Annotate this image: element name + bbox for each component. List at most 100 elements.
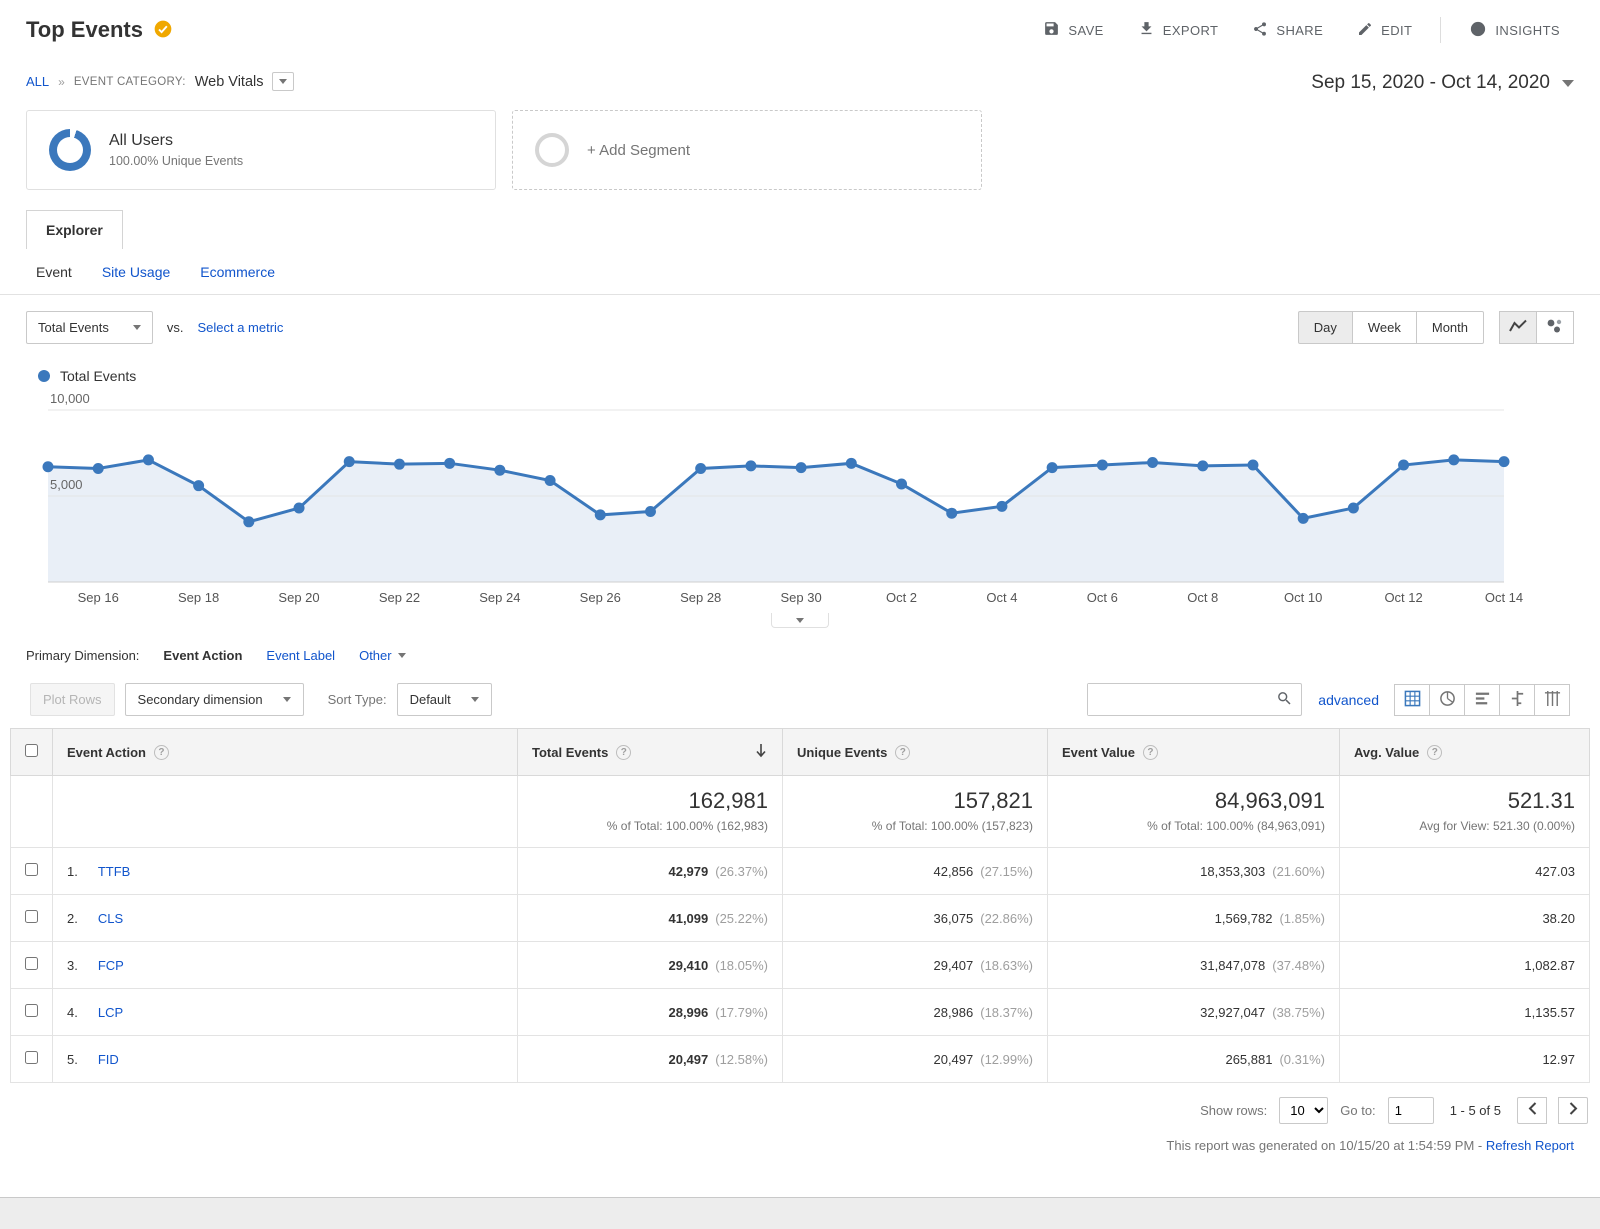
event-value-sum: 84,963,091 xyxy=(1214,788,1325,813)
download-icon xyxy=(1138,20,1155,40)
line-chart-icon xyxy=(1509,319,1527,336)
save-button[interactable]: SAVE xyxy=(1029,12,1117,48)
metric-select-dropdown[interactable]: Total Events xyxy=(26,311,153,344)
total-events-line-chart[interactable]: 5,000 10,000 Sep 16 Sep 18 Sep 20 Sep 22 Sep 2… xyxy=(0,386,1600,613)
chart-legend: Total Events xyxy=(0,360,1600,386)
insights-button[interactable]: INSIGHTS xyxy=(1455,12,1574,49)
row-checkbox[interactable] xyxy=(25,1004,38,1017)
percentage-view-button[interactable] xyxy=(1429,683,1465,716)
help-icon[interactable]: ? xyxy=(616,744,632,760)
goto-page-input[interactable] xyxy=(1387,1097,1434,1124)
show-rows-label: Show rows: xyxy=(1200,1103,1268,1118)
dimension-other-dropdown[interactable]: Other xyxy=(359,648,406,663)
select-metric-link[interactable]: Select a metric xyxy=(197,320,284,335)
comparison-bars-icon xyxy=(1509,690,1526,710)
sort-descending-icon[interactable] xyxy=(754,743,768,761)
comparison-view-button[interactable] xyxy=(1499,683,1535,716)
help-icon[interactable]: ? xyxy=(895,744,911,760)
secondary-dimension-dropdown[interactable]: Secondary dimension xyxy=(124,683,304,716)
row-checkbox[interactable] xyxy=(25,957,38,970)
table-row: 3. FCP 29,410 (18.05%) 29,407 (18.63%) 31,8… xyxy=(10,941,1590,989)
event-action-link[interactable]: CLS xyxy=(97,910,124,926)
help-icon[interactable]: ? xyxy=(1142,744,1158,760)
svg-text:Oct 4: Oct 4 xyxy=(986,590,1017,605)
report-page: Top Events SAVE EXPORT SHARE EDIT xyxy=(0,0,1600,1198)
table-row: 2. CLS 41,099 (25.22%) 36,075 (22.86%) 1,56… xyxy=(10,894,1590,942)
chart-type-toggle xyxy=(1499,311,1574,344)
subtab-site-usage[interactable]: Site Usage xyxy=(101,264,171,280)
performance-view-button[interactable] xyxy=(1464,683,1500,716)
svg-text:Oct 14: Oct 14 xyxy=(1485,590,1523,605)
subtab-event[interactable]: Event xyxy=(36,264,72,280)
chevron-down-icon xyxy=(279,79,288,84)
granularity-week-button[interactable]: Week xyxy=(1351,311,1417,344)
motion-chart-icon xyxy=(1546,318,1564,337)
row-checkbox[interactable] xyxy=(25,863,38,876)
event-action-link[interactable]: FCP xyxy=(97,957,124,973)
date-range-picker[interactable]: Sep 15, 2020 - Oct 14, 2020 xyxy=(1311,72,1574,94)
date-range-text: Sep 15, 2020 - Oct 14, 2020 xyxy=(1311,72,1550,93)
event-action-link[interactable]: LCP xyxy=(97,1004,124,1020)
help-icon[interactable]: ? xyxy=(153,744,169,760)
sort-type-dropdown[interactable]: Default xyxy=(396,683,492,716)
column-event-action[interactable]: Event Action xyxy=(67,744,146,760)
next-page-button[interactable] xyxy=(1558,1097,1588,1124)
refresh-report-link[interactable]: Refresh Report xyxy=(1485,1138,1574,1153)
unique-events-sum-sub: % of Total: 100.00% (157,823) xyxy=(871,819,1033,833)
chevron-down-icon xyxy=(132,325,141,330)
search-button[interactable] xyxy=(1267,684,1301,715)
motion-chart-button[interactable] xyxy=(1536,311,1574,344)
subtab-ecommerce[interactable]: Ecommerce xyxy=(200,264,275,280)
category-dropdown-button[interactable] xyxy=(272,72,295,91)
plot-rows-button[interactable]: Plot Rows xyxy=(30,683,115,716)
data-view-button[interactable] xyxy=(1394,683,1430,716)
edit-button[interactable]: EDIT xyxy=(1343,13,1426,48)
chevron-left-icon xyxy=(1528,1102,1537,1119)
pivot-view-button[interactable] xyxy=(1534,683,1570,716)
chart-canvas[interactable]: 5,000 10,000 Sep 16 Sep 18 Sep 20 Sep 22 Sep 2… xyxy=(26,390,1574,610)
svg-text:Sep 18: Sep 18 xyxy=(178,590,219,605)
export-button[interactable]: EXPORT xyxy=(1124,12,1233,48)
search-icon xyxy=(1276,690,1293,710)
explorer-subnav: Event Site Usage Ecommerce xyxy=(0,249,1600,294)
vs-label: vs. xyxy=(166,320,184,335)
table-view-toggle xyxy=(1394,683,1570,716)
metric-bar: Total Events vs. Select a metric Day Wee… xyxy=(0,295,1600,360)
share-icon xyxy=(1252,21,1268,40)
dimension-event-label[interactable]: Event Label xyxy=(266,648,336,663)
tab-explorer[interactable]: Explorer xyxy=(26,210,123,249)
line-chart-button[interactable] xyxy=(1499,311,1537,344)
top-bar: Top Events SAVE EXPORT SHARE EDIT xyxy=(0,0,1600,60)
event-action-link[interactable]: TTFB xyxy=(97,863,131,879)
column-event-value[interactable]: Event Value xyxy=(1062,744,1135,760)
row-checkbox[interactable] xyxy=(25,910,38,923)
column-unique-events[interactable]: Unique Events xyxy=(797,744,888,760)
segment-subtitle: 100.00% Unique Events xyxy=(109,154,244,168)
breadcrumb-all-link[interactable]: ALL xyxy=(26,74,50,89)
select-all-checkbox[interactable] xyxy=(25,744,38,757)
previous-page-button[interactable] xyxy=(1517,1097,1547,1124)
share-button[interactable]: SHARE xyxy=(1238,13,1337,48)
row-checkbox[interactable] xyxy=(25,1051,38,1064)
segment-all-users[interactable]: All Users 100.00% Unique Events xyxy=(26,110,496,190)
event-action-link[interactable]: FID xyxy=(97,1051,119,1067)
segments-row: All Users 100.00% Unique Events + Add Se… xyxy=(0,102,1600,210)
collapse-chart-button[interactable] xyxy=(771,613,829,628)
column-total-events[interactable]: Total Events xyxy=(532,744,609,760)
separator xyxy=(1440,17,1442,43)
help-icon[interactable]: ? xyxy=(1427,744,1443,760)
granularity-month-button[interactable]: Month xyxy=(1415,311,1484,344)
pencil-icon xyxy=(1357,21,1373,40)
column-avg-value[interactable]: Avg. Value xyxy=(1354,744,1420,760)
add-segment-button[interactable]: + Add Segment xyxy=(512,110,982,190)
save-icon xyxy=(1043,20,1060,40)
svg-text:Sep 24: Sep 24 xyxy=(479,590,520,605)
search-input[interactable] xyxy=(1088,684,1268,715)
report-generated-note: This report was generated on 10/15/20 at… xyxy=(1166,1138,1574,1153)
divider xyxy=(0,294,1600,295)
show-rows-select[interactable]: 10 xyxy=(1279,1097,1329,1124)
granularity-day-button[interactable]: Day xyxy=(1297,311,1353,344)
table-grid-icon xyxy=(1404,690,1421,710)
advanced-search-link[interactable]: advanced xyxy=(1318,691,1379,708)
dimension-event-action[interactable]: Event Action xyxy=(163,648,243,663)
